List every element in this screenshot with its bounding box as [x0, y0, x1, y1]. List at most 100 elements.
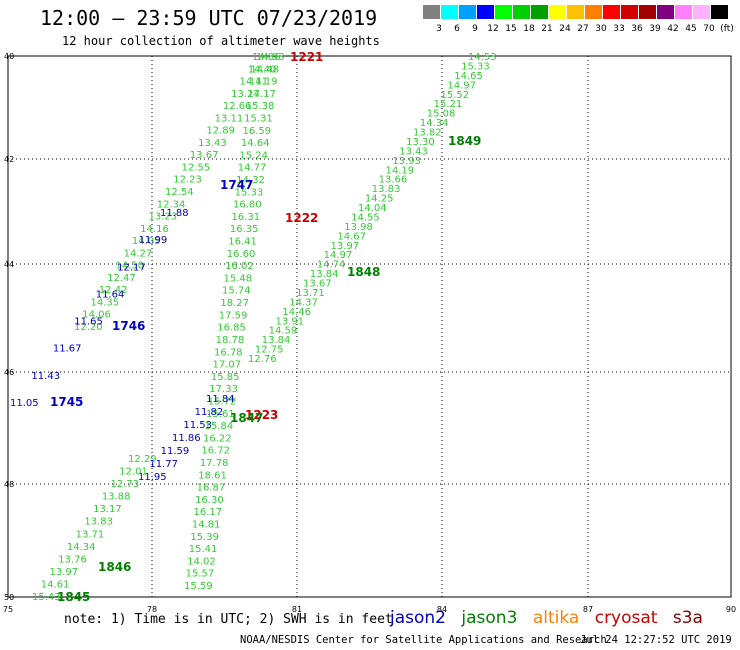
wave-height-value: 15.57 — [186, 569, 215, 580]
lon-label: 87 — [583, 605, 593, 614]
color-label: 18 — [523, 24, 535, 34]
color-swatch — [495, 5, 512, 19]
wave-height-value: 12.54 — [165, 187, 194, 198]
page-title: 12:00 – 23:59 UTC 07/23/2019 — [40, 6, 378, 30]
wave-height-value: 15.48 — [224, 273, 253, 284]
wave-height-value: 12.42 — [99, 285, 128, 296]
wave-height-value: 14.86 — [252, 52, 281, 63]
legend-jason3: jason3 — [461, 608, 518, 628]
pass-label: 1848 — [347, 265, 380, 279]
wave-height-value: 13.97 — [331, 241, 360, 252]
wave-height-value: 15.38 — [246, 101, 275, 112]
wave-height-value: 12.89 — [206, 126, 235, 137]
wave-height-value: 12.34 — [157, 199, 186, 210]
color-swatch — [603, 5, 620, 19]
map-frame — [7, 55, 732, 598]
wave-height-value: 14.50 — [115, 261, 144, 272]
wave-height-value: 12.55 — [182, 162, 211, 173]
wave-height-value: 15.33 — [235, 187, 264, 198]
wave-height-value: 14.05 — [132, 236, 161, 247]
wave-height-value: 13.82 — [413, 128, 442, 139]
wave-height-value: 13.84 — [262, 335, 291, 346]
color-label: 33 — [613, 24, 624, 34]
wave-height-value: 13.93 — [392, 156, 421, 167]
wave-height-value: 15.84 — [205, 421, 234, 432]
wave-height-value: 14.81 — [192, 519, 221, 530]
wave-height-value: 15.72 — [208, 396, 237, 407]
wave-height-value: 18.27 — [220, 298, 249, 309]
wave-height-value: 15.21 — [434, 99, 463, 110]
lon-label: 81 — [292, 605, 302, 614]
wave-height-value: 11.95 — [138, 472, 167, 483]
wave-height-value: 12.20 — [74, 322, 103, 333]
color-swatch — [693, 5, 710, 19]
wave-height-value: 16.59 — [243, 126, 272, 137]
wave-height-value: 12.76 — [248, 354, 277, 365]
color-scale: 3 6 9 12 15 18 21 24 27 30 33 36 39 42 45 70 (ft) — [423, 5, 733, 34]
pass-label: 1747 — [220, 178, 253, 192]
color-label: 42 — [667, 24, 678, 34]
wave-height-value: 13.71 — [296, 288, 325, 299]
wave-height-value: 11.88 — [160, 208, 189, 219]
legend-s3a: s3a — [672, 608, 703, 628]
wave-height-value: 15.61 — [206, 409, 235, 420]
wave-height-value: 12.23 — [173, 175, 202, 186]
wave-height-value: 13.17 — [93, 504, 122, 515]
pass-label: 1847 — [230, 411, 263, 425]
wave-height-value: 14.27 — [124, 248, 153, 259]
wave-height-value: 14.55 — [351, 212, 380, 223]
color-label: 27 — [577, 24, 588, 34]
color-swatch — [567, 5, 584, 19]
wave-height-value: 16.31 — [231, 212, 260, 223]
wave-height-value: 17.59 — [219, 310, 248, 321]
wave-height-value: 14.32 — [236, 175, 265, 186]
wave-height-value: 13.83 — [84, 517, 113, 528]
wave-height-value: 11.65 — [74, 317, 103, 328]
pass-label: 1222 — [285, 211, 318, 225]
color-swatch — [639, 5, 656, 19]
wave-height-value: 11.82 — [195, 407, 224, 418]
color-label: (ft) — [720, 24, 733, 34]
wave-height-value: 14.59 — [269, 326, 298, 337]
wave-height-value: 13.67 — [190, 150, 219, 161]
wave-height-value: 15.08 — [427, 109, 456, 120]
wave-height-value: 15.52 — [441, 90, 470, 101]
wave-height-value: 12.75 — [255, 345, 284, 356]
lat-label: 48 — [4, 480, 14, 489]
wave-height-value: 15.31 — [244, 114, 273, 125]
wave-height-value: 13.76 — [58, 554, 87, 565]
pass-label: 1745 — [50, 395, 83, 409]
wave-height-value: 13.43 — [399, 146, 428, 157]
color-swatch — [621, 5, 638, 19]
wave-height-value: 12.17 — [117, 262, 146, 273]
color-swatch — [441, 5, 458, 19]
wave-height-value: 11.67 — [53, 344, 82, 355]
wave-height-value: 16.60 — [227, 249, 256, 260]
color-label: 70 — [703, 24, 715, 34]
wave-height-value: 13.27 — [231, 89, 260, 100]
wave-height-value: 13.66 — [379, 175, 408, 186]
wave-height-value: 14.37 — [289, 297, 318, 308]
wave-height-value: 11.43 — [31, 371, 60, 382]
wave-height-value: 12.73 — [111, 479, 140, 490]
color-swatch — [477, 5, 494, 19]
wave-height-value: 11.77 — [149, 459, 178, 470]
lon-label: 90 — [726, 605, 736, 614]
wave-height-value: 14.35 — [91, 297, 120, 308]
wave-height-value: 14.06 — [82, 310, 111, 321]
wave-height-value: 13.67 — [303, 279, 332, 290]
wave-height-value: 14.97 — [324, 250, 353, 261]
wave-height-value: 11.53 — [183, 420, 212, 431]
wave-height-value: 11.05 — [10, 398, 39, 409]
wave-height-value: 14.93 — [256, 52, 285, 63]
footer-note: note: 1) Time is in UTC; 2) SWH is in fe… — [64, 612, 393, 627]
color-label: 6 — [454, 24, 460, 34]
wave-height-value: 13.43 — [198, 138, 227, 149]
color-swatch — [513, 5, 530, 19]
wave-height-value: 14.02 — [187, 556, 216, 567]
wave-height-value: 13.97 — [49, 567, 78, 578]
color-swatch — [657, 5, 674, 19]
wave-height-value: 13.11 — [215, 113, 244, 124]
pass-label: 1221 — [290, 50, 323, 64]
